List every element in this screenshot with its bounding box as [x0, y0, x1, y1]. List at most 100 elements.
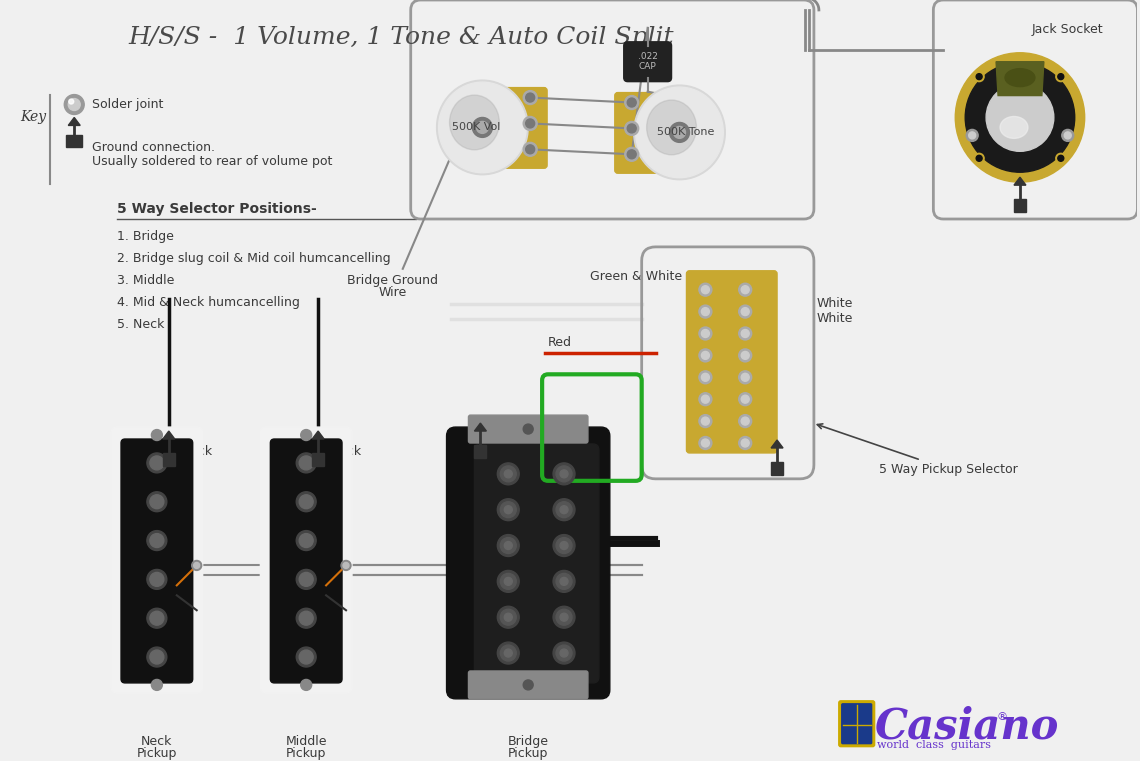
Text: Solder joint: Solder joint: [92, 98, 163, 111]
Text: ®: ®: [996, 712, 1007, 721]
Circle shape: [741, 352, 749, 359]
Text: 2. Bridge slug coil & Mid coil humcancelling: 2. Bridge slug coil & Mid coil humcancel…: [117, 253, 391, 266]
Circle shape: [553, 642, 575, 664]
Circle shape: [627, 98, 636, 107]
Text: 5 Way Pickup Selector: 5 Way Pickup Selector: [817, 424, 1017, 476]
Ellipse shape: [646, 100, 697, 154]
Circle shape: [966, 62, 1075, 172]
Text: Pickup: Pickup: [508, 747, 548, 760]
Circle shape: [1056, 72, 1066, 81]
Text: Neck: Neck: [141, 735, 172, 748]
Circle shape: [477, 122, 488, 133]
FancyBboxPatch shape: [530, 444, 598, 683]
Circle shape: [955, 53, 1084, 182]
Text: Black & Bare: Black & Bare: [492, 438, 573, 451]
Polygon shape: [474, 423, 487, 431]
Circle shape: [192, 560, 202, 571]
Text: 500K Vol: 500K Vol: [453, 123, 500, 132]
Circle shape: [699, 283, 711, 296]
Circle shape: [739, 349, 751, 362]
Circle shape: [553, 534, 575, 556]
Circle shape: [701, 330, 709, 337]
Circle shape: [296, 647, 316, 667]
Circle shape: [299, 533, 314, 547]
Circle shape: [299, 611, 314, 626]
Circle shape: [497, 534, 519, 556]
Text: Pickup: Pickup: [137, 747, 177, 760]
Circle shape: [741, 417, 749, 425]
Circle shape: [147, 647, 166, 667]
FancyBboxPatch shape: [469, 671, 588, 699]
Text: Ground connection.: Ground connection.: [92, 141, 215, 154]
Text: Middle: Middle: [285, 735, 327, 748]
Circle shape: [504, 613, 512, 621]
Circle shape: [500, 537, 516, 553]
FancyBboxPatch shape: [474, 444, 543, 683]
Circle shape: [975, 72, 984, 81]
Ellipse shape: [636, 87, 723, 178]
Text: 1. Bridge: 1. Bridge: [117, 231, 174, 244]
Circle shape: [625, 96, 638, 110]
Circle shape: [669, 123, 690, 142]
Circle shape: [296, 492, 316, 511]
Text: Wire: Wire: [378, 286, 407, 299]
Text: Bridge Ground: Bridge Ground: [348, 274, 438, 287]
FancyBboxPatch shape: [614, 93, 681, 174]
Circle shape: [497, 607, 519, 628]
Circle shape: [969, 132, 976, 139]
Ellipse shape: [634, 85, 725, 180]
Circle shape: [701, 307, 709, 316]
Circle shape: [299, 495, 314, 508]
Circle shape: [560, 506, 568, 514]
Circle shape: [500, 645, 516, 661]
Text: Bridge: Bridge: [507, 735, 548, 748]
Circle shape: [526, 119, 535, 128]
Circle shape: [701, 352, 709, 359]
Circle shape: [523, 680, 534, 690]
Circle shape: [500, 466, 516, 482]
Circle shape: [526, 93, 535, 102]
Circle shape: [64, 94, 84, 114]
Bar: [474, 445, 487, 458]
Text: Jack Socket: Jack Socket: [1032, 24, 1104, 37]
Circle shape: [504, 578, 512, 585]
Circle shape: [301, 429, 311, 441]
Circle shape: [299, 456, 314, 470]
Polygon shape: [771, 440, 783, 448]
Circle shape: [147, 569, 166, 589]
Circle shape: [739, 283, 751, 296]
FancyBboxPatch shape: [839, 701, 874, 747]
Text: White: White: [817, 297, 853, 310]
Circle shape: [699, 327, 711, 340]
Bar: [163, 453, 174, 466]
Circle shape: [741, 285, 749, 294]
Circle shape: [701, 417, 709, 425]
Circle shape: [149, 611, 164, 626]
Bar: [312, 453, 324, 466]
Circle shape: [1056, 153, 1066, 164]
Circle shape: [504, 470, 512, 478]
Circle shape: [701, 285, 709, 294]
FancyBboxPatch shape: [481, 88, 547, 168]
Circle shape: [149, 533, 164, 547]
Circle shape: [147, 453, 166, 473]
Circle shape: [699, 349, 711, 362]
Circle shape: [741, 307, 749, 316]
Circle shape: [699, 437, 711, 450]
Circle shape: [560, 542, 568, 549]
Circle shape: [699, 393, 711, 406]
Circle shape: [967, 129, 978, 142]
Text: 500K Tone: 500K Tone: [657, 127, 714, 138]
FancyBboxPatch shape: [469, 416, 588, 443]
Ellipse shape: [1005, 68, 1035, 87]
Circle shape: [699, 305, 711, 318]
Circle shape: [497, 498, 519, 521]
Circle shape: [296, 453, 316, 473]
Circle shape: [627, 150, 636, 159]
Circle shape: [341, 560, 351, 571]
Ellipse shape: [437, 80, 528, 175]
Circle shape: [149, 572, 164, 587]
Circle shape: [296, 608, 316, 628]
FancyBboxPatch shape: [447, 427, 610, 699]
Circle shape: [152, 429, 162, 441]
